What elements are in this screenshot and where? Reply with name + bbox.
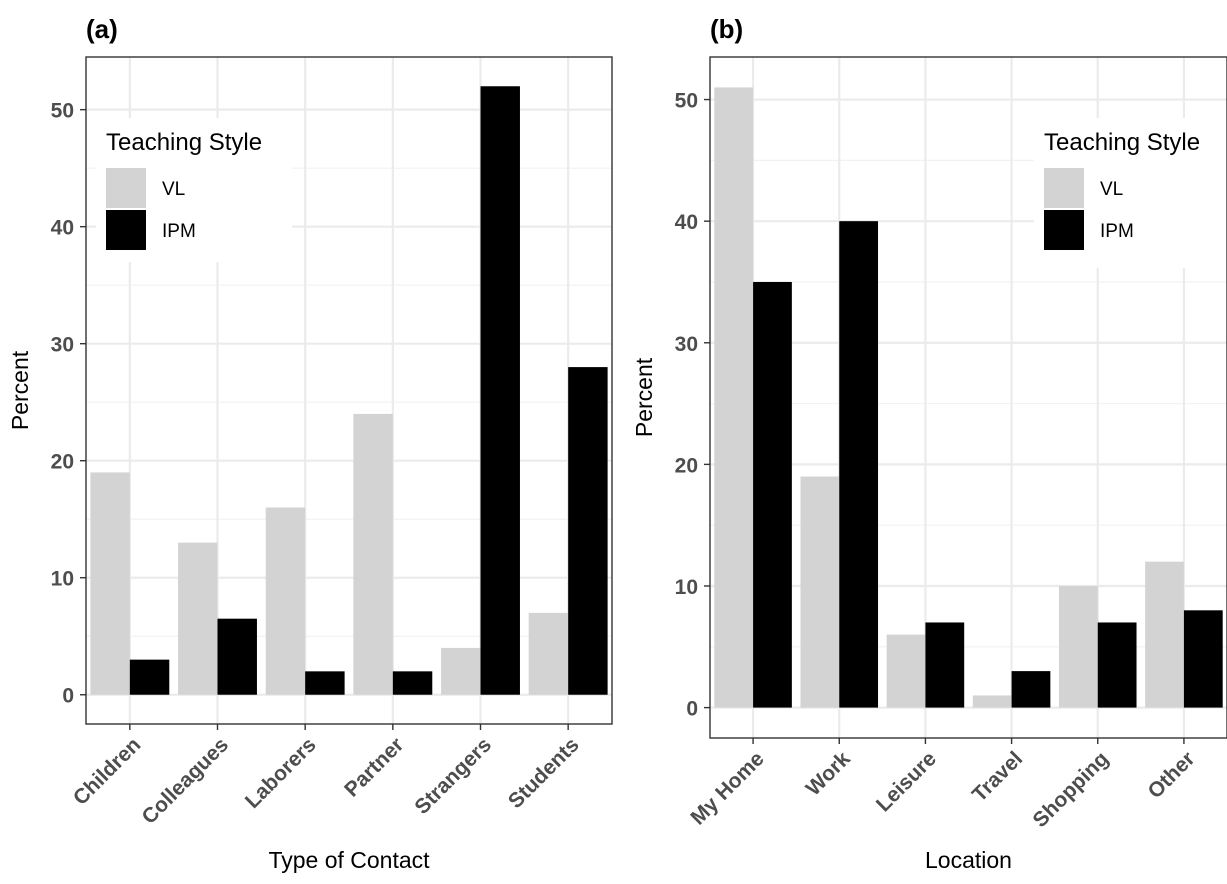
x-tick-label: Students bbox=[504, 733, 584, 813]
bar-vl-colleagues bbox=[178, 542, 218, 695]
x-tick-label: Shopping bbox=[1029, 747, 1114, 832]
bar-vl-partner bbox=[353, 413, 393, 695]
x-tick-label: My Home bbox=[686, 747, 768, 829]
x-tick-label: Leisure bbox=[872, 747, 941, 816]
y-tick-label: 40 bbox=[675, 211, 698, 234]
legend-key-vl bbox=[1044, 168, 1084, 208]
x-tick-label: Other bbox=[1144, 747, 1200, 803]
y-tick-label: 0 bbox=[686, 698, 698, 721]
grid bbox=[86, 57, 612, 724]
legend-title: Teaching Style bbox=[106, 129, 262, 156]
legend-label-ipm: IPM bbox=[162, 221, 196, 242]
x-tick-label: Laborers bbox=[241, 733, 321, 813]
bar-vl-strangers bbox=[441, 647, 481, 695]
legend: Teaching Style VL IPM bbox=[1034, 118, 1227, 268]
panel-label: (a) bbox=[86, 14, 118, 44]
legend-label-vl: VL bbox=[162, 179, 185, 200]
x-tick-label: Children bbox=[69, 733, 145, 809]
legend-key-ipm bbox=[106, 210, 146, 250]
x-axis: My Home Work Leisure Travel Shopping Other bbox=[686, 738, 1199, 832]
x-tick-label: Strangers bbox=[410, 733, 496, 819]
legend: Teaching Style VL IPM bbox=[96, 118, 292, 262]
bar-ipm-colleagues bbox=[217, 618, 257, 695]
y-axis-title: Percent bbox=[7, 350, 33, 430]
bar-ipm-other bbox=[1183, 610, 1223, 708]
bar-vl-work bbox=[800, 476, 840, 708]
y-tick-label: 50 bbox=[51, 100, 74, 123]
legend-key-ipm bbox=[1044, 210, 1084, 250]
bar-vl-shopping bbox=[1058, 585, 1098, 708]
bar-ipm-my-home bbox=[753, 281, 792, 708]
x-axis-title: Location bbox=[925, 847, 1012, 873]
y-tick-label: 40 bbox=[51, 217, 74, 240]
y-tick-label: 10 bbox=[51, 568, 74, 591]
x-tick-label: Colleagues bbox=[138, 733, 233, 828]
y-tick-label: 0 bbox=[62, 685, 74, 708]
bar-vl-students bbox=[528, 612, 569, 695]
bar-vl-other bbox=[1145, 561, 1184, 708]
x-tick-label: Travel bbox=[968, 747, 1027, 806]
bar-ipm-laborers bbox=[305, 671, 345, 695]
y-tick-label: 20 bbox=[51, 451, 74, 474]
bar-vl-travel bbox=[972, 695, 1012, 708]
y-tick-label: 30 bbox=[51, 334, 74, 357]
panel-border bbox=[85, 56, 613, 725]
legend-key-vl bbox=[106, 168, 146, 208]
bar-ipm-leisure bbox=[925, 622, 965, 708]
legend-label-ipm: IPM bbox=[1100, 221, 1134, 242]
panel-label: (b) bbox=[710, 14, 743, 44]
legend-label-vl: VL bbox=[1100, 179, 1123, 200]
y-axis: 0 10 20 30 40 50 bbox=[675, 90, 710, 721]
bars bbox=[714, 87, 1223, 708]
y-tick-label: 30 bbox=[675, 333, 698, 356]
bar-vl-leisure bbox=[886, 634, 926, 708]
legend-title: Teaching Style bbox=[1044, 129, 1200, 156]
bar-vl-my-home bbox=[714, 87, 754, 708]
bar-ipm-students bbox=[568, 367, 608, 695]
bar-vl-children bbox=[90, 472, 130, 695]
y-tick-label: 50 bbox=[675, 90, 698, 113]
bar-ipm-strangers bbox=[480, 86, 520, 695]
panel-a: (a) Teaching Style VL IPM 0 10 20 30 40 50 Childre… bbox=[7, 14, 613, 873]
y-tick-label: 10 bbox=[675, 576, 698, 599]
panel-border bbox=[709, 56, 1227, 739]
bar-ipm-children bbox=[129, 659, 170, 695]
bar-ipm-travel bbox=[1011, 671, 1051, 708]
y-axis: 0 10 20 30 40 50 bbox=[51, 100, 86, 708]
bar-ipm-partner bbox=[392, 671, 433, 695]
bars bbox=[90, 86, 608, 695]
bar-vl-laborers bbox=[265, 507, 306, 695]
panel-b: (b) Teaching Style VL IPM 0 10 20 30 40 50 My Home… bbox=[631, 14, 1227, 873]
x-tick-label: Work bbox=[802, 747, 855, 800]
bar-ipm-shopping bbox=[1097, 622, 1137, 708]
y-axis-title: Percent bbox=[631, 357, 657, 437]
x-axis-title: Type of Contact bbox=[268, 847, 430, 873]
y-tick-label: 20 bbox=[675, 454, 698, 477]
x-tick-label: Partner bbox=[340, 733, 408, 801]
bar-ipm-work bbox=[839, 221, 879, 708]
